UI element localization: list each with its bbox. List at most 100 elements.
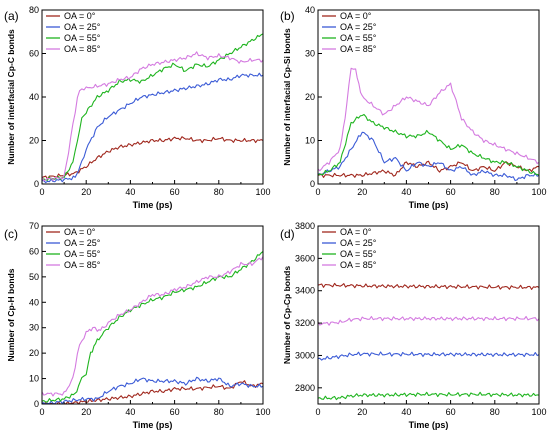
x-axis-title: Time (ps): [133, 420, 173, 430]
panel-4: 0 20 40 60 80 100 2800 3000 3200 3400 3600 3800 Time…: [280, 221, 547, 430]
y-tick-label: 10: [305, 136, 315, 146]
series-line-3: [41, 250, 264, 403]
series-line-4: [41, 256, 264, 397]
y-tick-label: 3000: [295, 350, 315, 360]
legend-label: OA = 0°: [340, 227, 372, 237]
x-tick-label: 100: [255, 407, 270, 417]
x-tick-label: 80: [214, 407, 224, 417]
panel-label: (b): [280, 9, 295, 23]
panel-2: 0 20 40 60 80 100 0 10 20 30 40 Time (ps) Number of …: [280, 5, 547, 210]
y-tick-label: 3600: [295, 253, 315, 263]
series-line-1: [317, 282, 540, 290]
panel-3: 0 20 40 60 80 100 0 10 20 30 40 50 60 70 Time (ps) Numb…: [4, 221, 271, 430]
x-tick-label: 40: [401, 187, 411, 197]
y-tick-label: 70: [29, 221, 39, 231]
legend-label: OA = 25°: [64, 22, 101, 32]
y-tick-label: 50: [29, 272, 39, 282]
y-tick-label: 20: [305, 92, 315, 102]
series-line-1: [41, 136, 264, 180]
legend-label: OA = 55°: [340, 249, 377, 259]
series-line-3: [317, 113, 540, 176]
series-line-2: [42, 72, 264, 184]
panel-label: (a): [4, 9, 19, 23]
y-tick-label: 0: [34, 179, 39, 189]
y-axis-title: Number of interfacial Cp-C bonds: [6, 29, 16, 165]
series-line-1: [317, 160, 540, 178]
legend: OA = 0°OA = 25°OA = 55°OA = 85°: [46, 227, 101, 270]
x-tick-label: 40: [125, 407, 135, 417]
series-line-4: [41, 51, 264, 182]
x-tick-label: 100: [531, 187, 546, 197]
legend-label: OA = 55°: [64, 249, 101, 259]
x-tick-label: 100: [531, 407, 546, 417]
series-line-3: [317, 391, 540, 401]
x-tick-label: 60: [446, 407, 456, 417]
legend-label: OA = 55°: [64, 33, 101, 43]
y-axis-title: Number of Cp-Cp bonds: [282, 266, 292, 364]
y-tick-label: 60: [29, 246, 39, 256]
x-tick-label: 0: [39, 187, 44, 197]
legend-label: OA = 85°: [340, 260, 377, 270]
x-tick-label: 100: [255, 187, 270, 197]
x-tick-label: 80: [214, 187, 224, 197]
x-axis-title: Time (ps): [409, 200, 449, 210]
legend-label: OA = 85°: [64, 260, 101, 270]
legend-label: OA = 0°: [340, 11, 372, 21]
series-line-3: [41, 33, 264, 181]
y-tick-label: 20: [29, 136, 39, 146]
series-line-2: [317, 131, 540, 182]
x-tick-label: 60: [170, 187, 180, 197]
y-tick-label: 20: [29, 348, 39, 358]
y-tick-label: 0: [310, 179, 315, 189]
legend-label: OA = 85°: [64, 44, 101, 54]
y-tick-label: 30: [29, 323, 39, 333]
y-axis-title: Number of interfacial Cp-Si bonds: [282, 28, 292, 166]
y-tick-label: 30: [305, 49, 315, 59]
legend-label: OA = 25°: [64, 238, 101, 248]
y-tick-label: 40: [29, 92, 39, 102]
y-tick-label: 40: [305, 5, 315, 15]
x-tick-label: 20: [81, 187, 91, 197]
panel-label: (c): [4, 227, 18, 241]
x-axis-title: Time (ps): [409, 420, 449, 430]
y-tick-label: 3200: [295, 318, 315, 328]
y-tick-label: 40: [29, 297, 39, 307]
legend-label: OA = 25°: [340, 22, 377, 32]
x-tick-label: 20: [357, 187, 367, 197]
x-tick-label: 20: [357, 407, 367, 417]
y-tick-label: 3800: [295, 221, 315, 231]
y-axis-title: Number of Cp-H bonds: [6, 268, 16, 361]
legend-label: OA = 0°: [64, 11, 96, 21]
x-tick-label: 60: [446, 187, 456, 197]
x-axis-title: Time (ps): [133, 200, 173, 210]
series-line-4: [317, 67, 540, 172]
series-line-2: [317, 351, 540, 361]
legend: OA = 0°OA = 25°OA = 55°OA = 85°: [322, 227, 377, 270]
x-tick-label: 0: [315, 407, 320, 417]
y-tick-label: 60: [29, 49, 39, 59]
legend: OA = 0°OA = 25°OA = 55°OA = 85°: [46, 11, 101, 54]
x-tick-label: 40: [401, 407, 411, 417]
panel-1: 0 20 40 60 80 100 0 20 40 60 80 Time (ps) Number of …: [4, 5, 271, 210]
y-tick-label: 80: [29, 5, 39, 15]
x-tick-label: 20: [81, 407, 91, 417]
legend-label: OA = 55°: [340, 33, 377, 43]
series-line-4: [317, 315, 540, 326]
y-tick-label: 3400: [295, 286, 315, 296]
x-tick-label: 80: [490, 407, 500, 417]
series-line-2: [41, 376, 264, 405]
x-tick-label: 40: [125, 187, 135, 197]
legend-label: OA = 0°: [64, 227, 96, 237]
y-tick-label: 0: [34, 399, 39, 409]
x-tick-label: 0: [315, 187, 320, 197]
x-tick-label: 0: [39, 407, 44, 417]
legend: OA = 0°OA = 25°OA = 55°OA = 85°: [322, 11, 377, 54]
x-tick-label: 60: [170, 407, 180, 417]
legend-label: OA = 25°: [340, 238, 377, 248]
x-tick-label: 80: [490, 187, 500, 197]
y-tick-label: 10: [29, 374, 39, 384]
legend-label: OA = 85°: [340, 44, 377, 54]
y-tick-label: 2800: [295, 383, 315, 393]
panel-label: (d): [280, 227, 295, 241]
